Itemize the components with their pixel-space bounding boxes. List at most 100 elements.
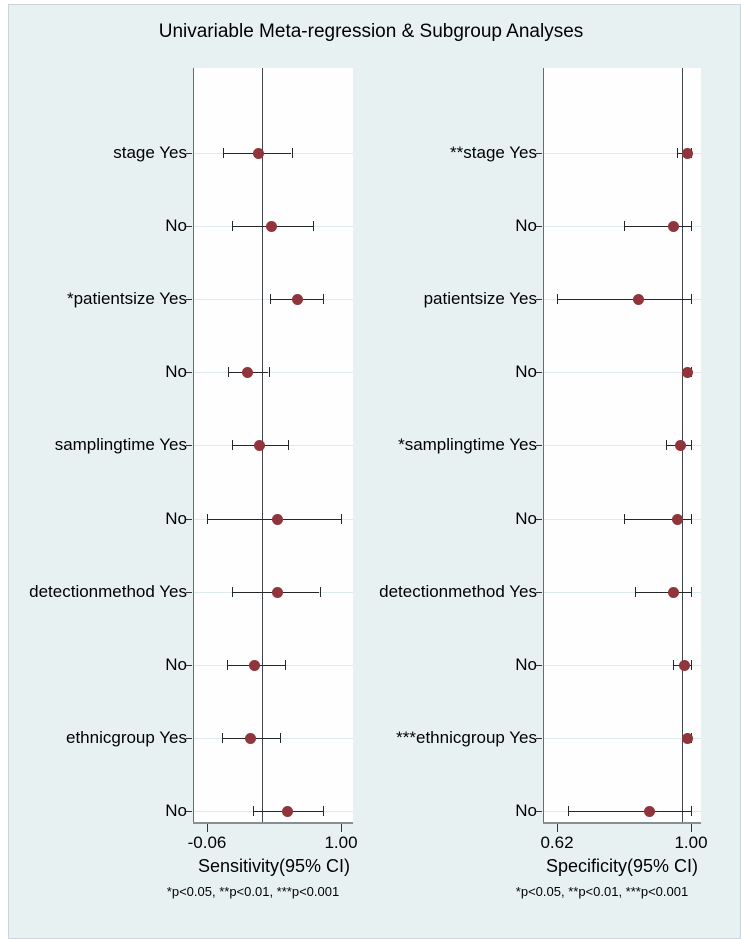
point-estimate-marker	[265, 220, 277, 232]
row-label: stage Yes	[113, 143, 187, 162]
ci-cap-upper	[691, 806, 692, 816]
gridline	[544, 445, 701, 446]
x-tick	[691, 824, 692, 832]
x-axis-title-sensitivity: Sensitivity(95% CI)	[197, 856, 351, 876]
gridline	[544, 372, 701, 373]
x-tick-label: 1.00	[324, 833, 358, 852]
x-tick	[207, 824, 208, 832]
point-estimate-marker	[244, 732, 256, 744]
ci-cap-lower	[677, 148, 678, 158]
ci-line	[557, 299, 691, 300]
chart-title: Univariable Meta-regression & Subgroup A…	[158, 21, 584, 42]
row-label: No	[165, 362, 187, 381]
significance-footnote: *p<0.05, **p<0.01, ***p<0.001	[515, 884, 689, 899]
x-tick-label: 1.00	[674, 833, 708, 852]
ci-cap-upper	[691, 294, 692, 304]
ci-cap-upper	[691, 440, 692, 450]
ci-cap-lower	[624, 221, 625, 231]
y-tick	[186, 372, 192, 373]
point-estimate-marker	[681, 147, 693, 159]
row-label: No	[515, 801, 537, 820]
y-tick	[536, 153, 542, 154]
gridline	[544, 519, 701, 520]
y-tick	[536, 299, 542, 300]
point-estimate-marker	[674, 439, 686, 451]
ci-cap-lower	[223, 148, 224, 158]
gridline	[544, 738, 701, 739]
x-tick-label: -0.06	[187, 833, 227, 852]
point-estimate-marker	[681, 732, 693, 744]
row-label: No	[515, 216, 537, 235]
ci-cap-upper	[691, 660, 692, 670]
x-axis-line	[543, 822, 701, 824]
y-axis-line	[543, 68, 544, 823]
x-tick	[341, 824, 342, 832]
ci-cap-upper	[341, 514, 342, 524]
row-label: No	[165, 509, 187, 528]
ci-cap-lower	[557, 294, 558, 304]
point-estimate-marker	[671, 513, 683, 525]
row-label: No	[165, 801, 187, 820]
y-tick	[536, 811, 542, 812]
row-label: No	[165, 216, 187, 235]
row-label: No	[165, 655, 187, 674]
point-estimate-marker	[248, 659, 260, 671]
ci-cap-upper	[280, 733, 281, 743]
x-axis-line	[193, 822, 353, 824]
ci-cap-upper	[292, 148, 293, 158]
row-label: *samplingtime Yes	[398, 435, 537, 454]
point-estimate-marker	[252, 147, 264, 159]
significance-footnote: *p<0.05, **p<0.01, ***p<0.001	[166, 884, 340, 899]
point-estimate-marker	[253, 439, 265, 451]
point-estimate-marker	[667, 586, 679, 598]
gridline	[544, 226, 701, 227]
row-label: ethnicgroup Yes	[66, 728, 187, 747]
ci-cap-lower	[624, 514, 625, 524]
point-estimate-marker	[241, 366, 253, 378]
y-tick	[186, 299, 192, 300]
y-tick	[536, 372, 542, 373]
point-estimate-marker	[681, 366, 693, 378]
ci-cap-upper	[323, 294, 324, 304]
ci-line	[568, 811, 691, 812]
row-label: *patientsize Yes	[66, 289, 187, 308]
ci-cap-upper	[288, 440, 289, 450]
gridline	[544, 592, 701, 593]
y-tick	[186, 445, 192, 446]
y-tick	[186, 665, 192, 666]
ci-cap-upper	[323, 806, 324, 816]
row-label: **stage Yes	[450, 143, 537, 162]
ci-cap-lower	[232, 440, 233, 450]
ci-cap-lower	[635, 587, 636, 597]
point-estimate-marker	[281, 805, 293, 817]
ci-cap-upper	[320, 587, 321, 597]
row-label: detectionmethod Yes	[379, 582, 537, 601]
x-tick-label: 0.62	[540, 833, 574, 852]
ci-cap-lower	[207, 514, 208, 524]
row-label: No	[515, 655, 537, 674]
point-estimate-marker	[291, 293, 303, 305]
ci-cap-lower	[673, 660, 674, 670]
y-tick	[186, 738, 192, 739]
row-label: No	[515, 509, 537, 528]
y-axis-line	[193, 68, 194, 823]
ci-cap-lower	[227, 660, 228, 670]
ci-line	[624, 519, 691, 520]
ci-cap-lower	[253, 806, 254, 816]
ci-cap-lower	[568, 806, 569, 816]
point-estimate-marker	[667, 220, 679, 232]
gridline	[544, 665, 701, 666]
row-label: patientsize Yes	[423, 289, 537, 308]
y-tick	[186, 153, 192, 154]
row-label: samplingtime Yes	[54, 435, 187, 454]
y-tick	[186, 519, 192, 520]
row-label: detectionmethod Yes	[29, 582, 187, 601]
gridline	[544, 153, 701, 154]
point-estimate-marker	[643, 805, 655, 817]
y-tick	[536, 592, 542, 593]
ci-cap-lower	[666, 440, 667, 450]
ci-cap-lower	[270, 294, 271, 304]
y-tick	[186, 811, 192, 812]
x-axis-title-specificity: Specificity(95% CI)	[545, 856, 699, 876]
